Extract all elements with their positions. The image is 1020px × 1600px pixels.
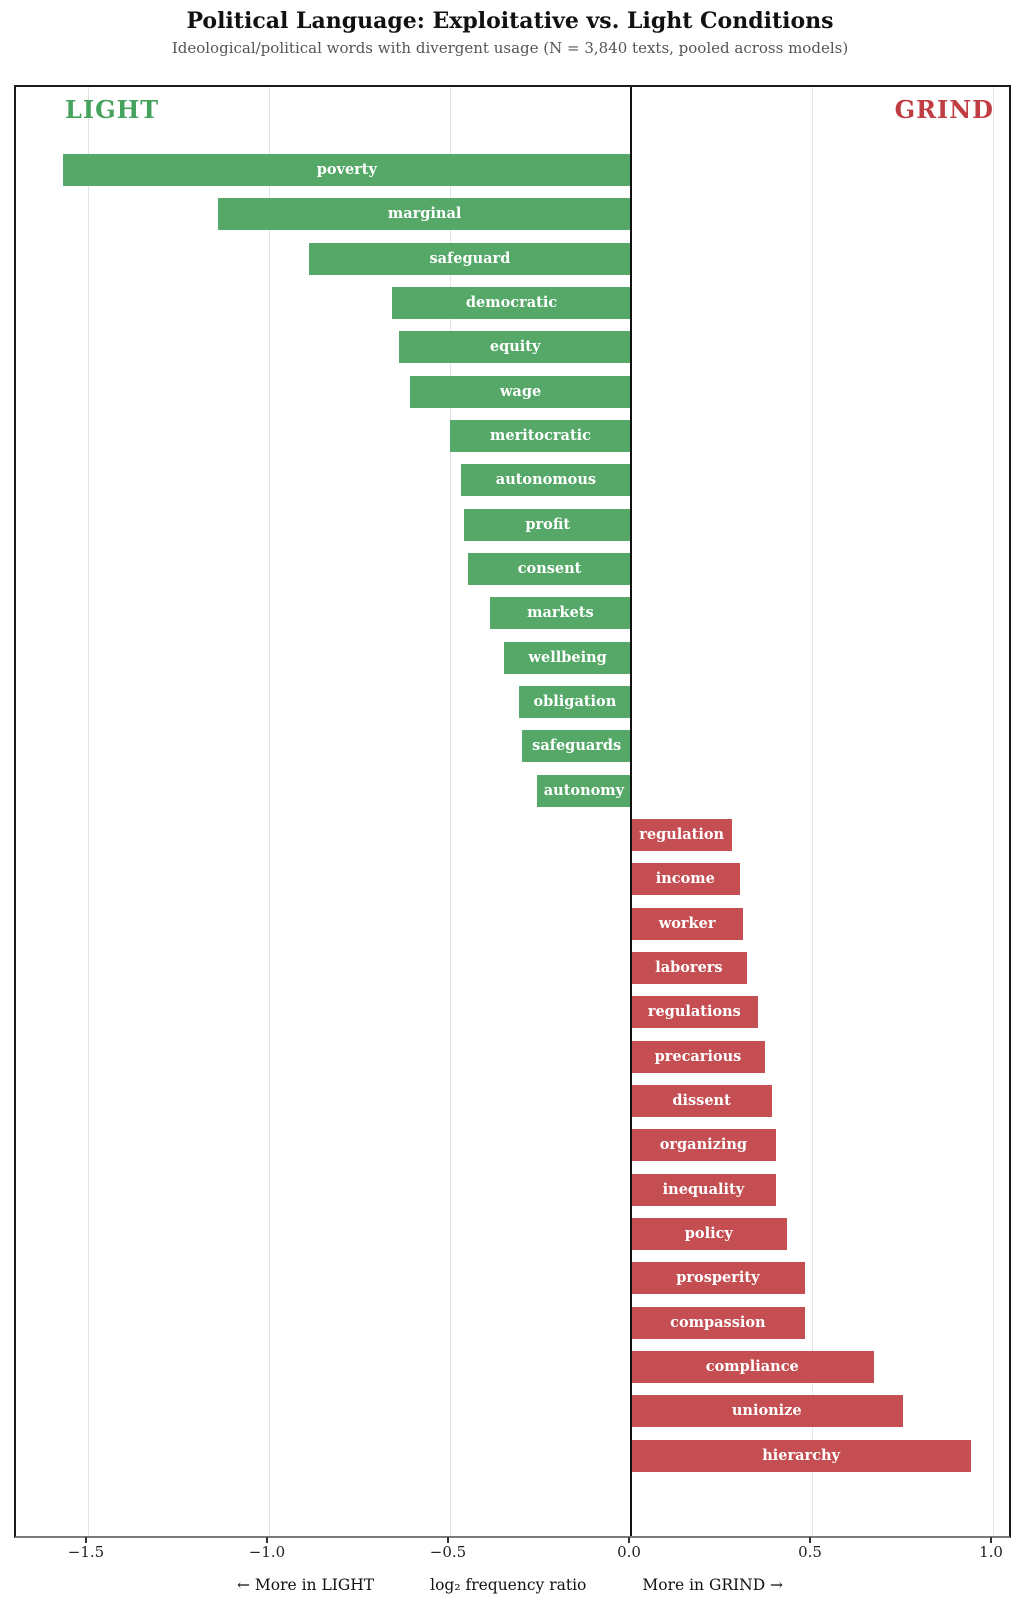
bar-laborers: laborers: [631, 951, 747, 984]
plot-area: LIGHT GRIND poverty marginal safeguard demo…: [14, 85, 1011, 1538]
bar-label: regulation: [639, 825, 725, 843]
bar-inequality: inequality: [631, 1173, 776, 1206]
gridline: [811, 87, 813, 1536]
bar-label: income: [655, 870, 715, 888]
x-axis-caption-center: log₂ frequency ratio: [430, 1576, 587, 1594]
bar-autonomy: autonomy: [536, 774, 631, 807]
bar-consent: consent: [468, 552, 631, 585]
bar-safeguards: safeguards: [522, 730, 631, 763]
bar-label: safeguard: [429, 249, 511, 267]
x-axis-caption-right: More in GRIND →: [642, 1576, 784, 1594]
bar-label: equity: [489, 338, 541, 356]
bar-label: autonomous: [495, 471, 597, 489]
gridline: [449, 87, 451, 1536]
bar-obligation: obligation: [518, 685, 631, 718]
bar-meritocratic: meritocratic: [450, 419, 631, 452]
bar-label: compliance: [705, 1357, 799, 1375]
bar-poverty: poverty: [62, 154, 631, 186]
bar-compassion: compassion: [631, 1306, 805, 1339]
bar-label: organizing: [659, 1136, 748, 1154]
bar-marginal: marginal: [218, 198, 631, 231]
x-tick-label: −0.5: [429, 1543, 467, 1561]
bar-label: markets: [527, 604, 594, 622]
bar-label: safeguards: [532, 737, 622, 755]
bar-label: consent: [517, 559, 582, 577]
x-axis-caption-left: ← More in LIGHT: [236, 1576, 375, 1594]
bar-equity: equity: [399, 331, 631, 364]
bar-label: obligation: [533, 692, 617, 710]
bar-label: compassion: [670, 1313, 766, 1331]
x-tick-label: 0.5: [798, 1543, 822, 1561]
bar-label: hierarchy: [762, 1446, 840, 1464]
bar-label: poverty: [316, 161, 377, 178]
bar-label: policy: [684, 1224, 733, 1242]
bar-autonomous: autonomous: [460, 464, 631, 497]
gridline: [87, 87, 89, 1536]
zero-axis-line: [630, 87, 632, 1536]
bar-label: wage: [499, 382, 542, 400]
bar-label: precarious: [654, 1047, 742, 1065]
bar-wage: wage: [410, 375, 631, 408]
bar-compliance: compliance: [631, 1350, 874, 1383]
bar-safeguard: safeguard: [308, 242, 631, 275]
x-tick-label: 1.0: [979, 1543, 1003, 1561]
bar-markets: markets: [489, 597, 631, 630]
light-condition-label: LIGHT: [65, 95, 160, 124]
bar-wellbeing: wellbeing: [504, 641, 631, 674]
bar-prosperity: prosperity: [631, 1262, 805, 1295]
bar-profit: profit: [464, 508, 631, 541]
bar-label: laborers: [655, 958, 723, 976]
x-axis-caption: ← More in LIGHT log₂ frequency ratio Mor…: [0, 1576, 1020, 1594]
bar-regulation: regulation: [631, 818, 733, 851]
bar-label: prosperity: [676, 1269, 760, 1287]
bar-regulations: regulations: [631, 996, 758, 1029]
grind-condition-label: GRIND: [894, 95, 994, 124]
bar-label: wellbeing: [528, 648, 607, 666]
bar-label: inequality: [662, 1180, 745, 1198]
bar-worker: worker: [631, 907, 744, 940]
bar-income: income: [631, 863, 740, 896]
bar-label: marginal: [387, 205, 462, 223]
bar-hierarchy: hierarchy: [631, 1439, 972, 1472]
bar-label: dissent: [672, 1091, 731, 1109]
bar-label: meritocratic: [490, 426, 591, 444]
bar-label: unionize: [731, 1402, 802, 1420]
bar-label: regulations: [647, 1003, 741, 1021]
bar-dissent: dissent: [631, 1084, 773, 1117]
bar-label: worker: [658, 914, 716, 932]
bar-policy: policy: [631, 1217, 787, 1250]
x-tick-label: 0.0: [617, 1543, 641, 1561]
chart-subtitle: Ideological/political words with diverge…: [171, 39, 849, 57]
gridline: [992, 87, 994, 1536]
bar-democratic: democratic: [392, 286, 631, 319]
bar-precarious: precarious: [631, 1040, 765, 1073]
x-tick-label: −1.5: [67, 1543, 105, 1561]
bar-label: autonomy: [543, 781, 625, 799]
chart-title: Political Language: Exploitative vs. Lig…: [186, 8, 834, 34]
bar-organizing: organizing: [631, 1129, 776, 1162]
bar-label: profit: [525, 515, 571, 533]
gridline: [268, 87, 270, 1536]
bar-label: democratic: [465, 293, 558, 311]
bar-unionize: unionize: [631, 1395, 903, 1428]
x-tick-label: −1.0: [248, 1543, 286, 1561]
